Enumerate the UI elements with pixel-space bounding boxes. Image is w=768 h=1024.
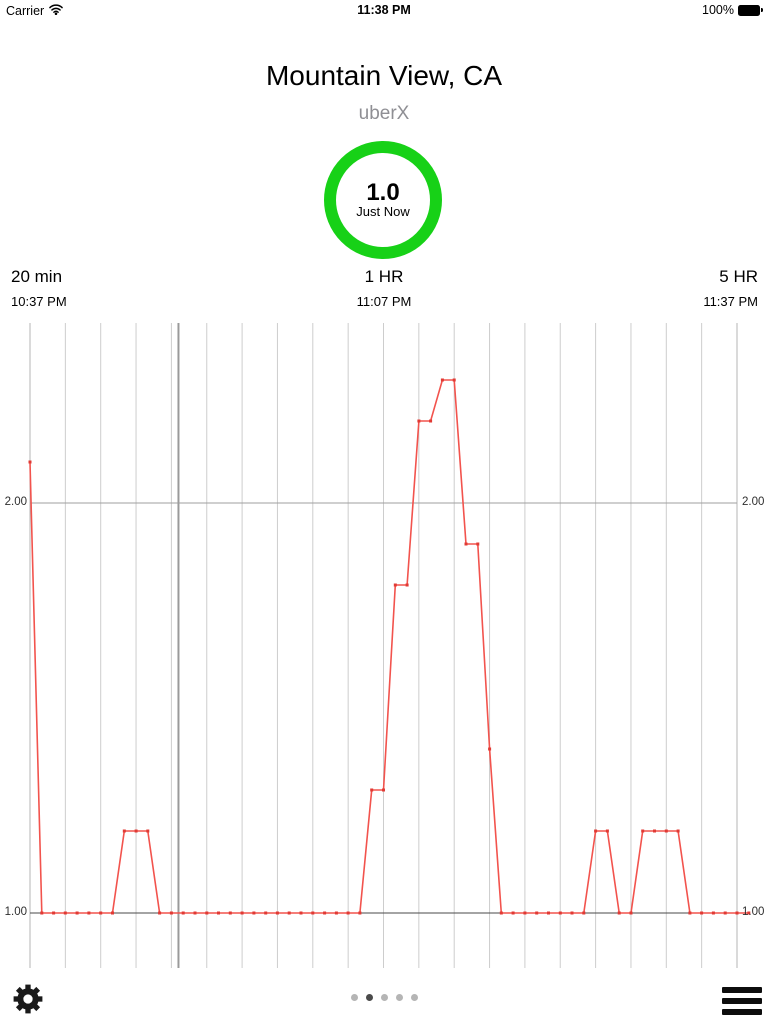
page-dot[interactable]	[350, 994, 358, 1001]
y-tick-left-1: 1.00	[4, 906, 27, 918]
gear-teeth	[13, 984, 43, 1014]
carrier-label: Carrier	[6, 3, 45, 18]
y-tick-left-2: 2.00	[4, 496, 27, 508]
wifi-icon	[48, 3, 64, 18]
window-label-20min: 20 min	[11, 267, 63, 286]
status-left: Carrier	[6, 3, 64, 18]
hamburger-icon	[722, 987, 762, 993]
page-dot[interactable]	[410, 994, 418, 1001]
series-line	[29, 379, 749, 914]
gear-icon	[12, 984, 44, 1018]
window-label-5hr: 5 HR	[719, 267, 758, 286]
surge-ring: 1.0 Just Now	[324, 141, 442, 259]
surge-history-chart	[28, 323, 751, 968]
battery-percent: 100%	[702, 3, 734, 17]
clock: 11:38 PM	[357, 3, 411, 17]
surge-value: 1.0	[366, 179, 400, 206]
page-title: Mountain View, CA	[265, 60, 503, 91]
hamburger-bar	[722, 998, 762, 1004]
data-point-markers	[28, 378, 751, 915]
page-control[interactable]	[0, 994, 768, 1001]
window-time-5hr: 11:37 PM	[703, 294, 758, 309]
page-dot[interactable]	[380, 994, 388, 1001]
y-tick-right-2: 2.00	[742, 496, 765, 508]
battery-icon	[738, 4, 760, 16]
status-right: 100%	[702, 3, 763, 17]
hamburger-bar	[722, 1009, 762, 1015]
y-tick-right-1: 1.00	[742, 906, 765, 918]
battery-tip	[761, 8, 763, 12]
page-dot-active[interactable]	[365, 994, 373, 1001]
window-time-20min: 10:37 PM	[11, 294, 67, 309]
product-label: uberX	[358, 103, 410, 124]
settings-button[interactable]	[12, 983, 44, 1015]
page-dot[interactable]	[395, 994, 403, 1001]
window-label-1hr: 1 HR	[364, 267, 404, 286]
menu-button[interactable]	[722, 987, 762, 1015]
status-bar: Carrier 11:38 PM 100%	[0, 0, 768, 22]
window-time-1hr: 11:07 PM	[356, 294, 412, 309]
surge-time-label: Just Now	[356, 204, 410, 219]
